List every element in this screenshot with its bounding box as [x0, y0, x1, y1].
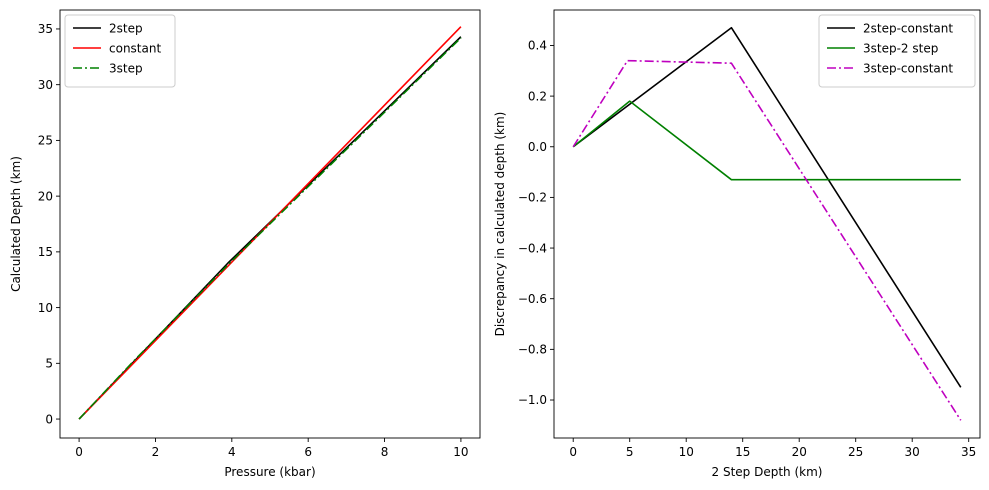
legend-box: [64, 14, 176, 88]
x-tick-label: 0: [75, 445, 83, 459]
series-line-2: [572, 100, 961, 181]
legend-label: constant: [109, 42, 161, 56]
x-tick-label: 20: [792, 445, 807, 459]
legend-label: 3step: [109, 62, 143, 76]
y-tick-label: −0.8: [518, 343, 547, 357]
x-tick-label: 25: [848, 445, 863, 459]
y-tick-label: 0.0: [528, 140, 547, 154]
series-line-3: [572, 59, 962, 421]
legend-label: 2step: [109, 22, 143, 36]
y-axis-label: Calculated Depth (km): [9, 156, 23, 292]
x-tick-label: 8: [381, 445, 389, 459]
y-tick-label: 20: [38, 189, 53, 203]
x-axis-label: Pressure (kbar): [224, 465, 315, 479]
plot-frame: [553, 9, 981, 439]
y-tick-label: −0.6: [518, 292, 547, 306]
y-tick-label: 5: [45, 357, 53, 371]
x-tick-label: 4: [228, 445, 236, 459]
series-line-3: [78, 37, 462, 420]
y-tick-label: −1.0: [518, 393, 547, 407]
y-tick-label: 0.4: [528, 39, 547, 53]
series-group: [572, 26, 962, 421]
x-tick-label: 10: [679, 445, 694, 459]
x-axis-label: 2 Step Depth (km): [712, 465, 823, 479]
chart-1: 0 2 4 6 8 10 0 5 10 15 20 25 30 35 Pressure (kbar) Calc…: [9, 9, 481, 479]
chart-2: 0 5 10 15 20 25 30 35 −1.0 −0.8 −0.6 −0.4 −0.2 0.0 0.2…: [493, 9, 981, 479]
x-tick-label: 30: [905, 445, 920, 459]
plot-frame: [59, 9, 481, 439]
y-tick-label: 30: [38, 78, 53, 92]
legend: 2step constant 3step: [64, 14, 176, 88]
y-tick-label: 15: [38, 245, 53, 259]
series-group: [78, 26, 462, 420]
x-tick-label: 15: [735, 445, 750, 459]
y-tick-label: 0.2: [528, 89, 547, 103]
x-tick-label: 2: [152, 445, 160, 459]
legend: 2step-constant 3step-2 step 3step-constant: [818, 14, 976, 88]
y-tick-label: 10: [38, 301, 53, 315]
x-tick-label: 0: [569, 445, 577, 459]
y-tick-label: 0: [45, 412, 53, 426]
x-tick-label: 10: [453, 445, 468, 459]
y-axis-label: Discrepancy in calculated depth (km): [493, 112, 507, 337]
y-tick-label: −0.4: [518, 241, 547, 255]
legend-label: 3step-2 step: [863, 42, 938, 56]
x-tick-label: 5: [626, 445, 634, 459]
legend-label: 3step-constant: [863, 62, 953, 76]
legend-label: 2step-constant: [863, 22, 953, 36]
y-tick-label: −0.2: [518, 191, 547, 205]
series-line-1: [572, 26, 962, 388]
y-tick-label: 35: [38, 22, 53, 36]
y-tick-label: 25: [38, 134, 53, 148]
x-tick-label: 6: [304, 445, 312, 459]
legend-box: [818, 14, 976, 88]
x-tick-label: 35: [961, 445, 976, 459]
